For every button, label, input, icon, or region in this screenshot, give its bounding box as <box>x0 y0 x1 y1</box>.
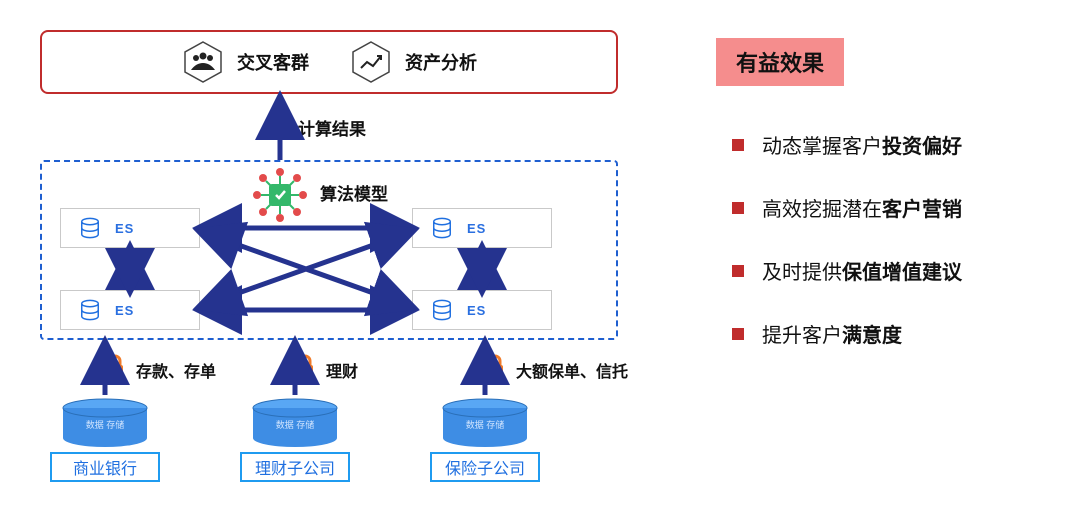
feed-label: 大额保单、信托 <box>516 358 628 382</box>
es-node: ES <box>60 208 200 248</box>
es-label: ES <box>115 303 134 318</box>
benefit-item: 及时提供保值增值建议 <box>732 256 1052 285</box>
top-output-box: 交叉客群 资产分析 <box>40 30 618 94</box>
svg-text:数据 存储: 数据 存储 <box>466 419 505 430</box>
lock-icon <box>104 354 126 380</box>
feed-label: 存款、存单 <box>136 358 216 382</box>
algorithm-icon <box>252 167 308 223</box>
database-icon <box>79 217 101 239</box>
es-label: ES <box>115 221 134 236</box>
database-icon <box>431 217 453 239</box>
algo-label: 算法模型 <box>320 180 388 205</box>
data-source-label: 保险子公司 <box>430 452 540 482</box>
bullet-square-icon <box>732 202 744 214</box>
es-label: ES <box>467 221 486 236</box>
benefit-text: 高效挖掘潜在客户营销 <box>762 193 962 222</box>
es-node: ES <box>412 208 552 248</box>
benefit-text: 提升客户满意度 <box>762 319 902 348</box>
people-icon <box>181 40 225 84</box>
diagram-stage: 交叉客群 资产分析 计算结果 <box>0 0 1080 508</box>
database-icon <box>431 299 453 321</box>
svg-text:数据 存储: 数据 存储 <box>86 419 125 430</box>
data-source-label: 理财子公司 <box>240 452 350 482</box>
benefit-item: 动态掌握客户投资偏好 <box>732 130 1052 159</box>
feed-label: 理财 <box>326 358 358 382</box>
data-source-label: 商业银行 <box>50 452 160 482</box>
data-source-cylinder: 数据 存储 <box>250 398 340 448</box>
svg-text:数据 存储: 数据 存储 <box>276 419 315 430</box>
lock-icon <box>484 354 506 380</box>
result-label: 计算结果 <box>298 115 366 140</box>
benefits-list: 动态掌握客户投资偏好 高效挖掘潜在客户营销 及时提供保值增值建议 提升客户满意度 <box>732 130 1052 382</box>
top-item-label: 交叉客群 <box>237 49 309 75</box>
growth-icon <box>349 40 393 84</box>
benefit-item: 高效挖掘潜在客户营销 <box>732 193 1052 222</box>
data-source-cylinder: 数据 存储 <box>60 398 150 448</box>
database-icon <box>79 299 101 321</box>
benefit-item: 提升客户满意度 <box>732 319 1052 348</box>
bullet-square-icon <box>732 139 744 151</box>
es-node: ES <box>60 290 200 330</box>
top-item-label: 资产分析 <box>405 49 477 75</box>
benefit-text: 动态掌握客户投资偏好 <box>762 130 962 159</box>
lock-icon <box>294 354 316 380</box>
benefits-title: 有益效果 <box>716 38 844 86</box>
data-source-cylinder: 数据 存储 <box>440 398 530 448</box>
bullet-square-icon <box>732 328 744 340</box>
es-label: ES <box>467 303 486 318</box>
top-item-cross-customers: 交叉客群 <box>181 40 309 84</box>
benefit-text: 及时提供保值增值建议 <box>762 256 962 285</box>
es-node: ES <box>412 290 552 330</box>
top-item-asset-analysis: 资产分析 <box>349 40 477 84</box>
bullet-square-icon <box>732 265 744 277</box>
